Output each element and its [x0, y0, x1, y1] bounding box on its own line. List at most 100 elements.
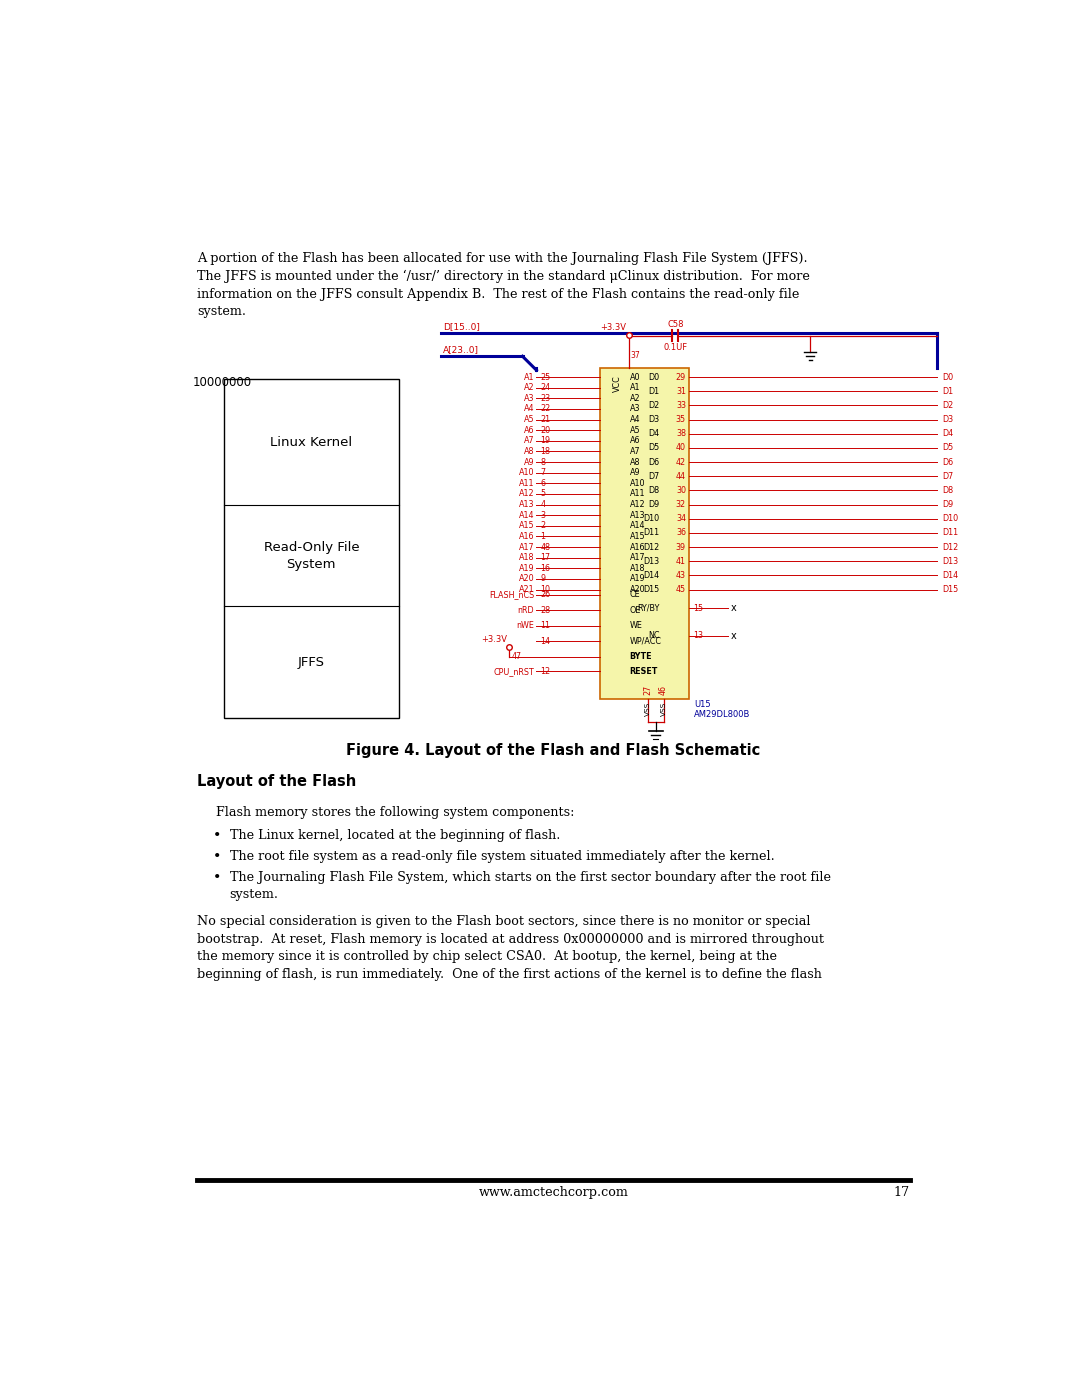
- Text: D2: D2: [942, 401, 953, 409]
- Text: WP/ACC: WP/ACC: [630, 637, 661, 645]
- Text: 21: 21: [540, 415, 551, 425]
- Text: A21: A21: [518, 585, 535, 594]
- Text: A20: A20: [518, 574, 535, 584]
- Text: CE: CE: [630, 591, 640, 599]
- Text: D7: D7: [648, 472, 660, 481]
- Text: D8: D8: [942, 486, 953, 495]
- Text: A10: A10: [518, 468, 535, 478]
- Text: D2: D2: [648, 401, 660, 409]
- Text: 1: 1: [540, 532, 545, 541]
- Text: A3: A3: [524, 394, 535, 402]
- Text: 10000000: 10000000: [193, 376, 253, 388]
- Text: A6: A6: [524, 426, 535, 434]
- Text: D5: D5: [942, 443, 953, 453]
- Text: 36: 36: [676, 528, 686, 538]
- Text: A2: A2: [524, 383, 535, 393]
- Text: 16: 16: [540, 564, 551, 573]
- Text: A12: A12: [630, 500, 645, 509]
- Text: 35: 35: [676, 415, 686, 425]
- Text: D5: D5: [648, 443, 660, 453]
- Text: A17: A17: [518, 542, 535, 552]
- Text: 17: 17: [540, 553, 551, 562]
- Text: •: •: [213, 870, 221, 884]
- Text: D10: D10: [644, 514, 660, 524]
- Text: 18: 18: [540, 447, 551, 455]
- Text: 27: 27: [644, 685, 652, 696]
- Text: D12: D12: [644, 542, 660, 552]
- Text: 25: 25: [540, 373, 551, 381]
- Text: VSS: VSS: [661, 703, 666, 717]
- Text: A15: A15: [630, 532, 645, 541]
- Text: A20: A20: [630, 585, 645, 594]
- Text: A15: A15: [518, 521, 535, 531]
- Text: •: •: [213, 849, 221, 863]
- Text: A11: A11: [518, 479, 535, 488]
- Text: A8: A8: [524, 447, 535, 455]
- Text: A3: A3: [630, 405, 640, 414]
- Text: CPU_nRST: CPU_nRST: [494, 666, 535, 676]
- Text: 8: 8: [540, 458, 545, 467]
- Text: 48: 48: [540, 542, 551, 552]
- Text: AM29DL800B: AM29DL800B: [693, 711, 751, 719]
- Text: A1: A1: [524, 373, 535, 381]
- Text: 13: 13: [693, 631, 703, 640]
- Text: BYTE: BYTE: [630, 652, 652, 661]
- Text: x: x: [731, 604, 737, 613]
- Text: 43: 43: [676, 571, 686, 580]
- Text: Flash memory stores the following system components:: Flash memory stores the following system…: [216, 806, 575, 819]
- Text: nRD: nRD: [517, 606, 535, 615]
- Text: D13: D13: [644, 557, 660, 566]
- Text: A18: A18: [518, 553, 535, 562]
- Text: A11: A11: [630, 489, 645, 499]
- Text: A5: A5: [524, 415, 535, 425]
- Text: 30: 30: [676, 486, 686, 495]
- Text: A19: A19: [518, 564, 535, 573]
- Text: +3.3V: +3.3V: [600, 324, 626, 332]
- Text: D4: D4: [942, 429, 953, 439]
- Text: 46: 46: [659, 685, 669, 696]
- Text: A7: A7: [630, 447, 640, 455]
- Text: D9: D9: [648, 500, 660, 509]
- Text: A14: A14: [630, 521, 645, 531]
- Text: Figure 4. Layout of the Flash and Flash Schematic: Figure 4. Layout of the Flash and Flash …: [347, 743, 760, 757]
- Text: 42: 42: [676, 458, 686, 467]
- Text: 47: 47: [512, 652, 522, 661]
- Text: 38: 38: [676, 429, 686, 439]
- Text: 37: 37: [631, 351, 640, 360]
- Text: Linux Kernel: Linux Kernel: [270, 436, 352, 448]
- Text: A13: A13: [630, 511, 645, 520]
- Text: 12: 12: [540, 666, 551, 676]
- Text: NC: NC: [648, 631, 660, 640]
- Text: D10: D10: [942, 514, 958, 524]
- Text: 41: 41: [676, 557, 686, 566]
- Text: 11: 11: [540, 622, 551, 630]
- Text: D14: D14: [644, 571, 660, 580]
- Text: Layout of the Flash: Layout of the Flash: [197, 774, 356, 789]
- Text: 3: 3: [540, 511, 545, 520]
- Text: 4: 4: [540, 500, 545, 509]
- Text: 44: 44: [676, 472, 686, 481]
- Text: A18: A18: [630, 564, 645, 573]
- Text: FLASH_nCS: FLASH_nCS: [489, 591, 535, 599]
- Text: A7: A7: [524, 436, 535, 446]
- Text: JFFS: JFFS: [298, 655, 325, 669]
- Text: D[15..0]: D[15..0]: [443, 321, 480, 331]
- Text: +3.3V: +3.3V: [481, 634, 507, 644]
- Text: U15: U15: [693, 700, 711, 710]
- Text: A19: A19: [630, 574, 645, 584]
- Text: 0.1UF: 0.1UF: [663, 344, 688, 352]
- Text: 29: 29: [676, 373, 686, 381]
- Text: A6: A6: [630, 436, 640, 446]
- Text: A10: A10: [630, 479, 645, 488]
- Text: 28: 28: [540, 606, 551, 615]
- Text: A4: A4: [630, 415, 640, 425]
- Text: OE: OE: [630, 606, 640, 615]
- Text: D12: D12: [942, 542, 958, 552]
- Text: D11: D11: [644, 528, 660, 538]
- Text: D1: D1: [942, 387, 953, 395]
- Text: C58: C58: [667, 320, 684, 328]
- Text: A9: A9: [630, 468, 640, 478]
- Text: A16: A16: [518, 532, 535, 541]
- Text: 32: 32: [676, 500, 686, 509]
- Text: D6: D6: [649, 458, 660, 467]
